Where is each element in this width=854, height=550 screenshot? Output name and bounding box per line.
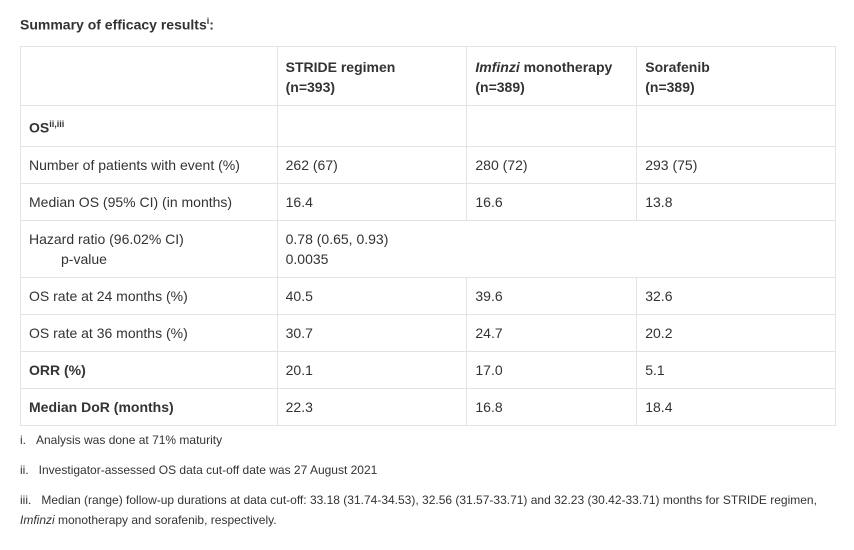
title-suffix: : bbox=[209, 16, 214, 33]
footnote-italic-drug: Imfinzi bbox=[20, 513, 55, 527]
title-text: Summary of efficacy results bbox=[20, 16, 207, 33]
cell-sorafenib: 13.8 bbox=[636, 182, 836, 221]
cell-stride: 20.1 bbox=[276, 350, 468, 389]
efficacy-table: STRIDE regimen (n=393) Imfinzi monotherap… bbox=[20, 46, 837, 426]
header-imfinzi-rest: monotherapy bbox=[519, 59, 613, 75]
cell-imfinzi: 24.7 bbox=[466, 313, 638, 352]
header-imfinzi-name: Imfinzi bbox=[475, 59, 520, 75]
header-stride-name: STRIDE regimen bbox=[285, 59, 396, 75]
cell-sorafenib: 293 (75) bbox=[636, 145, 836, 184]
cell-sorafenib: 32.6 bbox=[636, 276, 836, 315]
row-label: Median DoR (months) bbox=[20, 387, 278, 426]
dor-row: Median DoR (months) 22.3 16.8 18.4 bbox=[20, 387, 836, 426]
hazard-label-cell: Hazard ratio (96.02% CI) p-value bbox=[20, 219, 278, 278]
os-empty-cell bbox=[636, 105, 836, 147]
row-label: Median OS (95% CI) (in months) bbox=[20, 182, 278, 221]
cell-stride: 16.4 bbox=[276, 182, 468, 221]
footnote-iii: iii. Median (range) follow-up durations a… bbox=[20, 490, 836, 530]
header-sorafenib-name: Sorafenib bbox=[645, 59, 710, 75]
table-row: Number of patients with event (%) 262 (6… bbox=[20, 145, 836, 184]
footnote-text: Analysis was done at 71% maturity bbox=[36, 433, 223, 447]
row-label: OS rate at 24 months (%) bbox=[20, 276, 278, 315]
cell-sorafenib: 20.2 bbox=[636, 313, 836, 352]
row-label: ORR (%) bbox=[20, 350, 278, 389]
footnote-number: i. bbox=[20, 433, 26, 447]
cell-imfinzi: 16.6 bbox=[466, 182, 638, 221]
cell-stride: 262 (67) bbox=[276, 145, 468, 184]
hazard-value-cell: 0.78 (0.65, 0.93) 0.0035 bbox=[276, 219, 837, 278]
orr-row: ORR (%) 20.1 17.0 5.1 bbox=[20, 350, 836, 389]
p-value-label: p-value bbox=[61, 250, 107, 267]
header-imfinzi: Imfinzi monotherapy (n=389) bbox=[466, 46, 638, 106]
header-sorafenib: Sorafenib (n=389) bbox=[636, 46, 836, 106]
cell-sorafenib: 5.1 bbox=[636, 350, 836, 389]
hazard-label: Hazard ratio (96.02% CI) bbox=[29, 230, 184, 247]
cell-stride: 22.3 bbox=[276, 387, 468, 426]
table-row: Median OS (95% CI) (in months) 16.4 16.6… bbox=[20, 182, 836, 221]
cell-sorafenib: 18.4 bbox=[636, 387, 836, 426]
header-stride: STRIDE regimen (n=393) bbox=[276, 46, 468, 106]
header-sorafenib-n: (n=389) bbox=[645, 79, 695, 95]
cell-imfinzi: 39.6 bbox=[466, 276, 638, 315]
os-footnote-marker[interactable]: ii,iii bbox=[49, 119, 65, 129]
os-empty-cell bbox=[276, 105, 468, 147]
header-empty-cell bbox=[20, 46, 278, 106]
footnote-ii: ii. Investigator-assessed OS data cut-off… bbox=[20, 460, 836, 480]
header-stride-n: (n=393) bbox=[285, 79, 336, 95]
os-label: OS bbox=[29, 119, 50, 136]
footnote-i: i. Analysis was done at 71% maturity bbox=[20, 430, 836, 450]
cell-stride: 40.5 bbox=[276, 276, 468, 315]
table-title: Summary of efficacy resultsi: bbox=[20, 16, 214, 33]
cell-imfinzi: 280 (72) bbox=[466, 145, 638, 184]
os-empty-cell bbox=[466, 105, 638, 147]
footnote-number: ii. bbox=[20, 463, 29, 477]
cell-imfinzi: 17.0 bbox=[466, 350, 638, 389]
footnote-text-a: Median (range) follow-up durations at da… bbox=[41, 493, 817, 507]
row-label: OS rate at 36 months (%) bbox=[20, 313, 278, 352]
os-section-label: OSii,iii bbox=[20, 105, 278, 147]
table-header-row: STRIDE regimen (n=393) Imfinzi monotherap… bbox=[20, 46, 836, 106]
title-footnote-marker[interactable]: i bbox=[206, 16, 210, 26]
table-row: OS rate at 24 months (%) 40.5 39.6 32.6 bbox=[20, 276, 836, 315]
os-section-row: OSii,iii bbox=[20, 105, 836, 147]
footnote-text: Investigator-assessed OS data cut-off da… bbox=[38, 463, 378, 477]
hazard-ratio-row: Hazard ratio (96.02% CI) p-value 0.78 (0.… bbox=[20, 219, 837, 278]
p-value: 0.0035 bbox=[285, 250, 329, 267]
footnote-text-b: monotherapy and sorafenib, respectively. bbox=[54, 513, 277, 527]
header-imfinzi-n: (n=389) bbox=[475, 79, 525, 95]
row-label: Number of patients with event (%) bbox=[20, 145, 278, 184]
cell-stride: 30.7 bbox=[276, 313, 468, 352]
table-row: OS rate at 36 months (%) 30.7 24.7 20.2 bbox=[20, 313, 836, 352]
cell-imfinzi: 16.8 bbox=[466, 387, 638, 426]
footnote-number: iii. bbox=[20, 493, 32, 507]
hazard-value: 0.78 (0.65, 0.93) bbox=[285, 230, 389, 247]
